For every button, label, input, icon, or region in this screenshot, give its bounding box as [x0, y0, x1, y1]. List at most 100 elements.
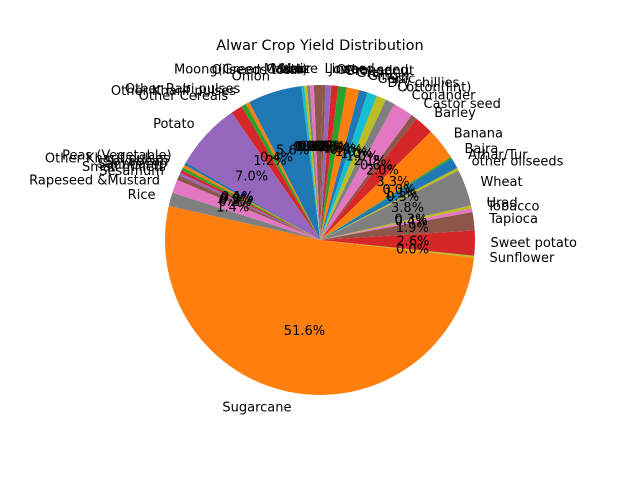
- pie-slice-maize: [313, 84, 323, 240]
- slice-label-barley: Barley: [434, 106, 476, 121]
- slice-label-other-oilseeds: other oilseeds: [472, 155, 564, 170]
- slice-label-small-millets: Small millets: [82, 160, 166, 175]
- pct-label-linseed: 0.3%: [306, 140, 339, 155]
- pie-slice-small-millets: [179, 172, 320, 240]
- pie-slice-jowar: [320, 85, 332, 240]
- slice-label-banana: Banana: [454, 127, 503, 142]
- slice-label-sunflower: Sunflower: [490, 251, 556, 266]
- pie-slice-coriander: [320, 104, 412, 240]
- pie-slice-other-oilseeds: [320, 167, 459, 240]
- pie-slice-tobacco: [320, 208, 473, 240]
- pie-slice-sesamum: [177, 175, 320, 240]
- pct-label-groundnut: 0.9%: [317, 140, 350, 155]
- pct-label-garlic: 1.0%: [335, 145, 368, 160]
- slice-label-sweet-potato: Sweet potato: [490, 236, 576, 251]
- pie-slice-soyabean: [181, 167, 320, 240]
- slice-label-potato: Potato: [153, 117, 194, 132]
- slice-label-ginger: Ginger: [368, 69, 412, 84]
- pie-slice-other-kharif-pulses: [182, 165, 320, 240]
- pct-label-soyabean: 0.1%: [221, 190, 254, 205]
- slice-label-cotton-lint: Cotton(lint): [397, 80, 471, 95]
- slice-label-coriander: Coriander: [412, 89, 476, 104]
- pct-label-other-oilseeds: 0.3%: [386, 190, 419, 205]
- pie-slice-dry-chillies: [320, 95, 386, 240]
- pct-label-bajra: 0.0%: [382, 183, 415, 198]
- pct-label-tobacco: 0.4%: [395, 215, 428, 230]
- pie-slice-onion: [249, 86, 320, 241]
- pie-slice-sannhamp: [180, 170, 320, 240]
- slice-label-wheat: Wheat: [480, 175, 522, 190]
- pie-slice-other-rabi-pulses: [245, 102, 320, 240]
- pie-slice-rice: [168, 192, 320, 240]
- slice-label-linseed: Linseed: [324, 62, 374, 77]
- pie-slice-groundnut: [320, 86, 347, 240]
- pct-label-dry-chillies: 1.0%: [340, 147, 373, 162]
- slice-label-oilseeds-total: Oilseeds total: [212, 63, 301, 78]
- slice-label-onion: Onion: [232, 70, 270, 85]
- slice-label-moong-green-gram: Moong(Green Gram): [174, 62, 307, 77]
- pie-slice-sweet-potato: [320, 230, 475, 256]
- pie-slice-other-seed: [320, 85, 339, 240]
- pct-label-urad: 0.3%: [394, 213, 427, 228]
- pie-slice-potato: [185, 112, 320, 240]
- pct-label-moong-green-gram: 0.3%: [297, 140, 330, 155]
- pie-slice-garlic: [320, 92, 377, 241]
- pct-label-rapeseed-mustard: 1.4%: [216, 200, 249, 215]
- pie-slice-tapioca: [320, 212, 475, 240]
- pct-label-cotton-lint: 1.0%: [346, 150, 379, 165]
- pct-label-potato: 7.0%: [235, 170, 268, 185]
- pie-slice-masoor: [309, 85, 320, 241]
- slice-label-dry-chillies: Dry chillies: [388, 76, 460, 91]
- slice-label-other-seed: Other seed: [336, 63, 408, 78]
- pct-label-onion: 5.6%: [276, 144, 309, 159]
- pie-slice-castor-seed: [320, 115, 417, 240]
- pct-label-sugarcane: 51.6%: [284, 324, 325, 339]
- pct-label-sannhamp: 0.0%: [220, 191, 253, 206]
- pie-slice-linseed: [320, 85, 326, 241]
- slice-label-masoor: Masoor: [264, 62, 312, 77]
- pct-label-jowar: 0.6%: [309, 140, 342, 155]
- pct-label-other-seed: 0.7%: [312, 140, 345, 155]
- pct-label-maize: 0.9%: [302, 140, 335, 155]
- slice-label-other-kharif-pulses: Other Kharif pulses: [111, 84, 236, 99]
- pie-slices: [165, 84, 475, 395]
- pct-label-small-millets: 0.3%: [219, 193, 252, 208]
- pct-label-wheat: 3.8%: [391, 201, 424, 216]
- slice-label-groundnut: Groundnut: [345, 64, 414, 79]
- pct-label-castor-seed: 0.6%: [360, 159, 393, 174]
- pie-slice-cotton-lint: [320, 99, 395, 240]
- pct-label-gram: 1.3%: [323, 142, 356, 157]
- slice-label-moth: Moth: [272, 63, 305, 78]
- slice-label-arhar-tur: Arhar/Tur: [468, 148, 528, 163]
- pie-slice-rapeseed-mustard: [172, 179, 320, 240]
- pct-label-sesamum: 0.2%: [218, 195, 251, 210]
- pie-category-labels: Peas (Vegetable)Other Kharif pulsesSoyab…: [29, 62, 577, 416]
- slice-label-other-rabi-pulses: Other Rabi pulses: [125, 82, 241, 97]
- slice-label-sesamum: Sesamum: [99, 164, 164, 179]
- pct-label-sweet-potato: 2.6%: [396, 234, 429, 249]
- slice-label-soyabean: Soyabean: [104, 154, 168, 169]
- pie-slice-other-cereals: [231, 106, 320, 240]
- pct-label-masoor: 0.4%: [299, 140, 332, 155]
- pie-slice-peas-vegetable: [184, 162, 320, 240]
- slice-label-jowar: Jowar: [328, 62, 365, 77]
- pct-label-banana: 3.3%: [376, 175, 409, 190]
- slice-label-castor-seed: Castor seed: [424, 97, 501, 112]
- pie-slice-wheat: [320, 170, 472, 240]
- slice-label-other-kharif-pulses: Other Kharif pulses: [45, 151, 170, 166]
- pie-slice-arhar-tur: [320, 158, 458, 240]
- pie-slice-gram: [320, 87, 360, 240]
- pct-label-other-cereals: 1.2%: [253, 154, 286, 169]
- pct-label-oilseeds-total: 0.3%: [293, 140, 326, 155]
- pie-slice-moong-green-gram: [307, 85, 320, 240]
- pie-slice-bajra: [320, 156, 452, 240]
- slice-label-rice: Rice: [128, 188, 156, 203]
- pie-slice-other-kharif-pulses: [241, 103, 320, 241]
- pct-label-barley: 2.0%: [366, 163, 399, 178]
- slice-label-other-cereals: Other Cereals: [139, 89, 229, 104]
- pie-slice-oilseeds-total: [301, 85, 320, 240]
- pct-label-arhar-tur: 1.1%: [384, 186, 417, 201]
- slice-label-maize: Maize: [280, 62, 318, 77]
- pie-slice-ginger: [320, 90, 368, 240]
